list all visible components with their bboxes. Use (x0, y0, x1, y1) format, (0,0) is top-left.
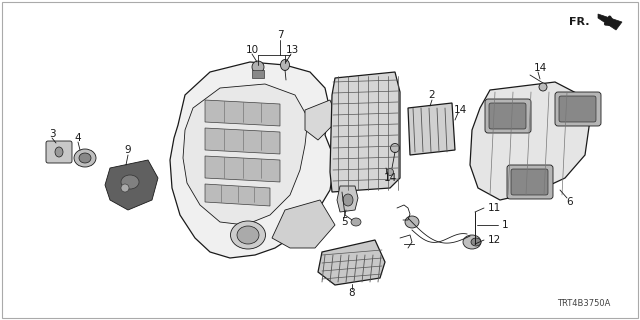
Polygon shape (205, 100, 280, 126)
Ellipse shape (55, 147, 63, 157)
FancyBboxPatch shape (507, 165, 553, 199)
FancyBboxPatch shape (489, 103, 526, 129)
Text: 8: 8 (349, 288, 355, 298)
Text: 3: 3 (49, 129, 55, 139)
Text: 13: 13 (285, 45, 299, 55)
Ellipse shape (539, 83, 547, 91)
Text: TRT4B3750A: TRT4B3750A (557, 299, 610, 308)
Ellipse shape (387, 169, 394, 175)
Polygon shape (205, 156, 280, 182)
Ellipse shape (237, 226, 259, 244)
Polygon shape (408, 103, 455, 155)
Ellipse shape (121, 175, 139, 189)
Ellipse shape (390, 143, 399, 153)
Ellipse shape (74, 149, 96, 167)
Text: 2: 2 (429, 90, 435, 100)
Text: 11: 11 (488, 203, 501, 213)
Polygon shape (105, 160, 158, 210)
FancyBboxPatch shape (46, 141, 72, 163)
Text: FR.: FR. (570, 17, 590, 27)
Ellipse shape (121, 184, 129, 192)
Ellipse shape (230, 221, 266, 249)
Ellipse shape (351, 218, 361, 226)
Polygon shape (205, 128, 280, 154)
Text: 10: 10 (245, 45, 259, 55)
Polygon shape (318, 240, 385, 285)
Polygon shape (272, 200, 335, 248)
Text: 14: 14 (453, 105, 467, 115)
Polygon shape (305, 100, 338, 140)
Text: 9: 9 (125, 145, 131, 155)
Ellipse shape (471, 238, 481, 246)
Text: 6: 6 (566, 197, 573, 207)
Ellipse shape (252, 61, 264, 73)
Polygon shape (183, 84, 308, 225)
Text: 5: 5 (340, 217, 348, 227)
Polygon shape (330, 72, 400, 192)
Ellipse shape (405, 216, 419, 228)
Ellipse shape (463, 235, 481, 249)
FancyBboxPatch shape (559, 96, 596, 122)
Text: 12: 12 (488, 235, 501, 245)
Text: 4: 4 (75, 133, 81, 143)
Polygon shape (337, 186, 358, 212)
Polygon shape (205, 184, 270, 206)
Polygon shape (170, 62, 335, 258)
FancyBboxPatch shape (555, 92, 601, 126)
FancyBboxPatch shape (511, 169, 548, 195)
Ellipse shape (343, 194, 353, 206)
Polygon shape (598, 14, 622, 30)
Text: 1: 1 (502, 220, 509, 230)
Ellipse shape (79, 153, 91, 163)
Polygon shape (470, 82, 590, 200)
Text: 14: 14 (383, 173, 397, 183)
Ellipse shape (280, 60, 289, 70)
Text: 7: 7 (276, 30, 284, 40)
Bar (252, 70, 264, 78)
FancyBboxPatch shape (485, 99, 531, 133)
Text: 14: 14 (533, 63, 547, 73)
